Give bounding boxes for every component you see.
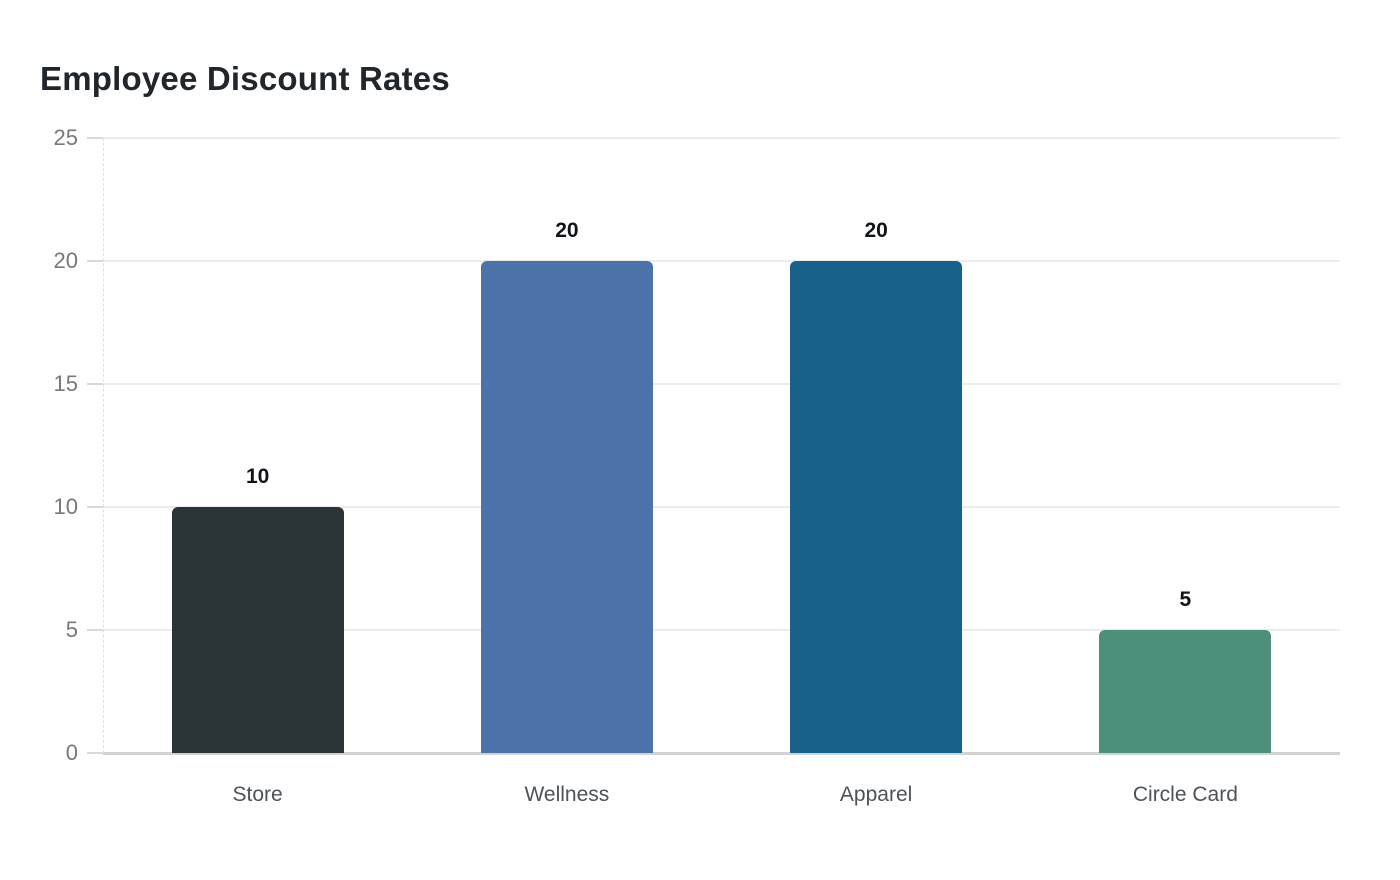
y-axis-line [103, 138, 104, 753]
y-tick-mark-25 [87, 137, 103, 139]
y-tick-mark-5 [87, 629, 103, 631]
gridline-y25 [103, 137, 1340, 139]
x-tick-label-wellness: Wellness [524, 783, 610, 806]
y-tick-label-0: 0 [65, 740, 78, 765]
gridline-y15 [103, 383, 1340, 385]
x-tick-label-store: Store [232, 783, 283, 806]
bar-value-wellness: 20 [555, 219, 579, 242]
bar-circle-card [1099, 630, 1272, 753]
y-tick-label-15: 15 [53, 371, 78, 396]
x-tick-label-circle-card: Circle Card [1132, 783, 1238, 806]
y-tick-label-25: 25 [53, 125, 78, 150]
gridline-y20 [103, 260, 1340, 262]
bar-store [171, 507, 344, 753]
y-tick-label-20: 20 [53, 248, 78, 273]
y-tick-mark-10 [87, 506, 103, 508]
y-tick-mark-0 [87, 752, 103, 754]
bar-value-store: 10 [245, 465, 270, 488]
y-tick-label-5: 5 [65, 617, 78, 642]
chart-title: Employee Discount Rates [40, 60, 450, 97]
bar-apparel [790, 261, 963, 753]
bar-value-apparel: 20 [864, 219, 888, 242]
y-tick-mark-15 [87, 383, 103, 385]
gridline-y10 [103, 506, 1340, 508]
y-tick-mark-20 [87, 260, 103, 262]
bar-wellness [480, 261, 653, 753]
bar-value-circle-card: 5 [1179, 588, 1192, 611]
x-axis-line [103, 752, 1340, 755]
y-tick-label-10: 10 [53, 494, 78, 519]
x-tick-label-apparel: Apparel [839, 783, 913, 806]
gridline-y5 [103, 629, 1340, 631]
